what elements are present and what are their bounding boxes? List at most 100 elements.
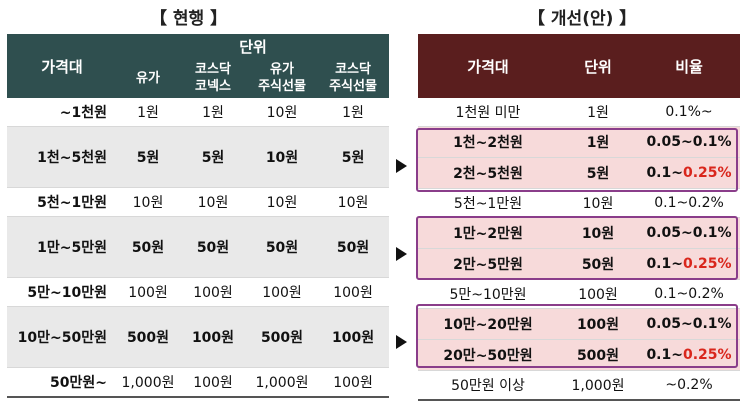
arrow-right-icon xyxy=(396,159,407,173)
table-row: 5천~1만원 10원 10원 10원 10원 xyxy=(7,188,390,217)
ratio-low: 0.1~ xyxy=(646,256,683,272)
table-row: 10만~20만원 100원 0.05~0.1% xyxy=(418,308,740,340)
ratio-cell: 0.1~0.25% xyxy=(638,248,740,280)
unit-cell: 10원 xyxy=(337,195,369,211)
unit-cell: 100원 xyxy=(333,375,373,391)
range-cell: 1천원 미만 xyxy=(455,105,521,121)
table-row: 5만~10만원 100원 100원 100원 100원 xyxy=(7,278,390,307)
unit-cell: 5원 xyxy=(558,157,638,189)
table-row: 10만~50만원 500원 100원 500원 100원 xyxy=(7,306,390,368)
ratio-cell: 0.1~0.25% xyxy=(638,157,740,189)
table-row: ~1천원 1원 1원 10원 1원 xyxy=(7,98,390,127)
unit-cell: 1원 xyxy=(587,105,609,121)
ratio-cell: 0.1~0.25% xyxy=(638,339,740,371)
arrow-right-icon xyxy=(396,335,407,349)
ratio-cell: ~0.2% xyxy=(665,377,713,393)
ratio-cell: 0.1%~ xyxy=(665,104,713,120)
table-row: 1천~5천원 5원 5원 10원 5원 xyxy=(7,126,390,188)
range-cell: 50만원~ xyxy=(50,375,107,391)
unit-cell: 10원 xyxy=(266,195,298,211)
ratio-high-highlight: 0.25% xyxy=(682,165,732,181)
range-cell: 1천~5천원 xyxy=(7,126,117,188)
table-row: 2만~5만원 50원 0.1~0.25% xyxy=(418,248,740,280)
ratio-high-highlight: 0.25% xyxy=(682,256,732,272)
unit-cell: 100원 xyxy=(317,306,390,368)
improved-header-unit: 단위 xyxy=(558,34,638,98)
unit-cell: 5원 xyxy=(317,126,390,188)
unit-cell: 10원 xyxy=(266,105,298,121)
unit-cell: 1원 xyxy=(202,105,224,121)
table-row: 20만~50만원 500원 0.1~0.25% xyxy=(418,339,740,371)
range-cell: 10만~20만원 xyxy=(418,308,558,340)
ratio-low: 0.1~ xyxy=(646,165,683,181)
unit-cell: 500원 xyxy=(117,306,179,368)
range-cell: ~1천원 xyxy=(59,105,107,121)
ratio-cell: 0.05~0.1% xyxy=(638,217,740,249)
unit-cell: 100원 xyxy=(558,308,638,340)
unit-cell: 100원 xyxy=(193,375,233,391)
current-header-unit: 단위 xyxy=(117,34,390,58)
table-row: 5만~10만원 100원 0.1~0.2% xyxy=(418,280,740,309)
unit-cell: 5원 xyxy=(179,126,247,188)
unit-cell: 1원 xyxy=(342,105,364,121)
unit-cell: 1,000원 xyxy=(255,375,309,391)
unit-cell: 5원 xyxy=(117,126,179,188)
table-row: 1만~5만원 50원 50원 50원 50원 xyxy=(7,216,390,278)
ratio-cell: 0.1~0.2% xyxy=(654,195,724,211)
unit-cell: 10원 xyxy=(247,126,317,188)
improved-header-ratio: 비율 xyxy=(638,34,740,98)
unit-cell: 10원 xyxy=(558,217,638,249)
table-row: 1천~2천원 1원 0.05~0.1% xyxy=(418,126,740,158)
improved-header-price: 가격대 xyxy=(418,34,558,98)
table-row: 2천~5천원 5원 0.1~0.25% xyxy=(418,157,740,189)
unit-cell: 100원 xyxy=(262,285,302,301)
range-cell: 5만~10만원 xyxy=(449,287,527,303)
ratio-high-highlight: 0.25% xyxy=(682,347,732,363)
unit-cell: 1,000원 xyxy=(571,378,625,394)
range-cell: 50만원 이상 xyxy=(451,378,525,394)
current-header-col: 유가 xyxy=(117,58,179,98)
range-cell: 10만~50만원 xyxy=(7,306,117,368)
unit-cell: 500원 xyxy=(558,339,638,371)
arrow-right-icon xyxy=(396,247,407,261)
current-title: 【 현행 】 xyxy=(150,9,228,29)
current-header-col: 코스닥 코넥스 xyxy=(179,58,247,98)
unit-cell: 1원 xyxy=(558,126,638,158)
unit-cell: 50원 xyxy=(247,216,317,278)
unit-cell: 10원 xyxy=(132,195,164,211)
ratio-low: 0.1~ xyxy=(646,347,683,363)
unit-cell: 500원 xyxy=(247,306,317,368)
range-cell: 1만~5만원 xyxy=(7,216,117,278)
table-row: 50만원 이상 1,000원 ~0.2% xyxy=(418,371,740,400)
range-cell: 5천~1만원 xyxy=(37,195,107,211)
unit-cell: 100원 xyxy=(179,306,247,368)
unit-cell: 50원 xyxy=(317,216,390,278)
unit-cell: 100원 xyxy=(128,285,168,301)
current-header-price: 가격대 xyxy=(7,34,117,98)
range-cell: 5만~10만원 xyxy=(27,285,107,301)
current-header-col: 유가 주식선물 xyxy=(247,58,317,98)
current-header-col: 코스닥 주식선물 xyxy=(317,58,390,98)
range-cell: 2만~5만원 xyxy=(418,248,558,280)
unit-cell: 50원 xyxy=(558,248,638,280)
unit-cell: 50원 xyxy=(179,216,247,278)
range-cell: 1만~2만원 xyxy=(418,217,558,249)
ratio-cell: 0.05~0.1% xyxy=(638,126,740,158)
unit-cell: 10원 xyxy=(197,195,229,211)
range-cell: 20만~50만원 xyxy=(418,339,558,371)
table-row: 50만원~ 1,000원 100원 1,000원 100원 xyxy=(7,368,390,397)
table-row: 5천~1만원 10원 0.1~0.2% xyxy=(418,189,740,218)
unit-cell: 100원 xyxy=(333,285,373,301)
table-row: 1천원 미만 1원 0.1%~ xyxy=(418,98,740,127)
improved-table: 가격대 단위 비율 1천원 미만 1원 0.1%~ 1천~2천원 1원 0.05… xyxy=(418,34,740,401)
range-cell: 1천~2천원 xyxy=(418,126,558,158)
ratio-cell: 0.1~0.2% xyxy=(654,286,724,302)
unit-cell: 50원 xyxy=(117,216,179,278)
unit-cell: 10원 xyxy=(582,196,614,212)
ratio-cell: 0.05~0.1% xyxy=(638,308,740,340)
unit-cell: 100원 xyxy=(193,285,233,301)
unit-cell: 1원 xyxy=(137,105,159,121)
improved-title: 【 개선(안) 】 xyxy=(528,9,637,29)
unit-cell: 1,000원 xyxy=(121,375,175,391)
range-cell: 5천~1만원 xyxy=(453,196,523,212)
